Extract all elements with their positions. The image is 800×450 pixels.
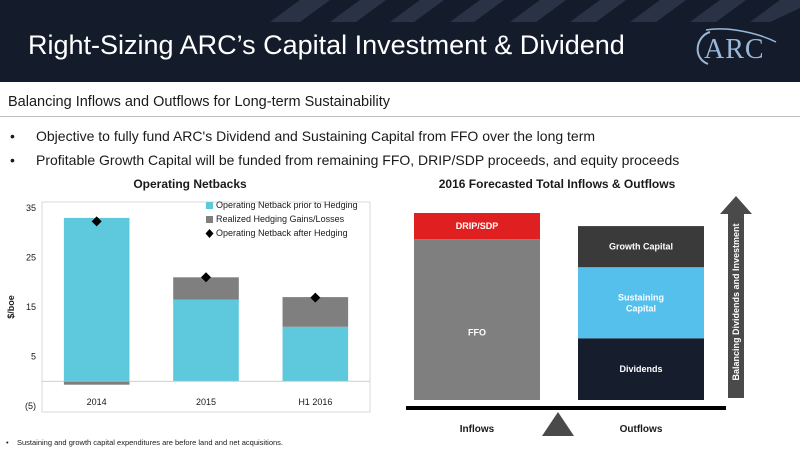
bullet-item: • Profitable Growth Capital will be fund…: [8, 148, 788, 172]
legend-swatch: [205, 229, 214, 238]
bullet-list: • Objective to fully fund ARC's Dividend…: [8, 124, 788, 172]
operating-netbacks-chart: Operating Netbacks 35 25 15 5 (5) $/boe 2014 201…: [6, 177, 371, 413]
bullet-dot: •: [10, 128, 15, 144]
chart-title: 2016 Forecasted Total Inflows & Outflows: [439, 177, 676, 191]
bullet-item: • Objective to fully fund ARC's Dividend…: [8, 124, 788, 148]
x-tick-label: H1 2016: [298, 397, 332, 407]
header-stripes: [270, 0, 800, 22]
legend-entry: Operating Netback after Hedging: [216, 228, 348, 238]
stack-segment: [578, 226, 704, 268]
x-category-label: Inflows: [460, 424, 495, 435]
marker-netback-after-hedging: [91, 216, 102, 227]
x-tick-label: 2014: [87, 397, 107, 407]
segment-label: Dividends: [619, 364, 662, 374]
arrow-label: Balancing Dividends and Investment: [731, 223, 741, 380]
x-tick-label: 2015: [196, 397, 216, 407]
segment-label: Growth Capital: [609, 242, 673, 252]
bar-netback-prior-to-hedging: [63, 217, 130, 382]
y-tick-label: (5): [25, 401, 36, 411]
y-tick-label: 35: [26, 203, 36, 213]
chart-title: Operating Netbacks: [133, 177, 247, 191]
legend-swatch: [206, 216, 213, 223]
bullet-text: Profitable Growth Capital will be funded…: [36, 152, 680, 168]
marker-netback-after-hedging: [310, 292, 321, 303]
segment-label: FFO: [468, 328, 486, 338]
legend-entry: Operating Netback prior to Hedging: [216, 200, 358, 210]
bullet-text: Objective to fully fund ARC's Dividend a…: [36, 128, 596, 144]
y-axis-label: $/boe: [6, 295, 16, 319]
marker-netback-after-hedging: [201, 272, 211, 283]
divider: [0, 116, 800, 117]
y-tick-label: 25: [26, 253, 36, 263]
footnote: • Sustaining and growth capital expendit…: [6, 438, 283, 447]
segment-label: DRIP/SDP: [456, 221, 499, 231]
bullet-dot: •: [10, 152, 15, 168]
balance-beam: [406, 406, 726, 410]
stack-segment: [578, 338, 704, 400]
arc-logo-text: ARC: [704, 34, 765, 65]
y-tick-label: 15: [26, 302, 36, 312]
balancing-arrow: [720, 196, 752, 398]
bar-netback-prior-to-hedging: [173, 299, 239, 382]
inflows-outflows-chart: 2016 Forecasted Total Inflows & Outflows…: [406, 177, 752, 436]
legend-swatch: [206, 202, 213, 209]
legend-entry: Realized Hedging Gains/Losses: [216, 214, 345, 224]
arc-logo-swoosh: [696, 28, 777, 65]
bar-hedging-gains-losses: [173, 277, 239, 300]
footnote-text: Sustaining and growth capital expenditur…: [16, 438, 283, 447]
x-category-label: Outflows: [620, 424, 663, 435]
footnote-dot: •: [6, 438, 9, 447]
page-title: Right-Sizing ARC’s Capital Investment & …: [28, 30, 625, 60]
header-banner: Right-Sizing ARC’s Capital Investment & …: [0, 0, 800, 82]
y-tick-label: 5: [31, 352, 36, 362]
segment-label: Capital: [626, 303, 656, 313]
bar-netback-prior-to-hedging: [282, 326, 349, 382]
arc-logo: ARC: [690, 28, 782, 68]
segment-label: Sustaining: [618, 292, 664, 302]
stack-segment: [414, 213, 540, 240]
stack-segment: [578, 267, 704, 339]
bar-hedging-gains-losses: [63, 381, 130, 385]
balance-fulcrum: [542, 412, 574, 436]
slide-subtitle: Balancing Inflows and Outflows for Long-…: [8, 94, 391, 110]
stack-segment: [414, 239, 540, 400]
